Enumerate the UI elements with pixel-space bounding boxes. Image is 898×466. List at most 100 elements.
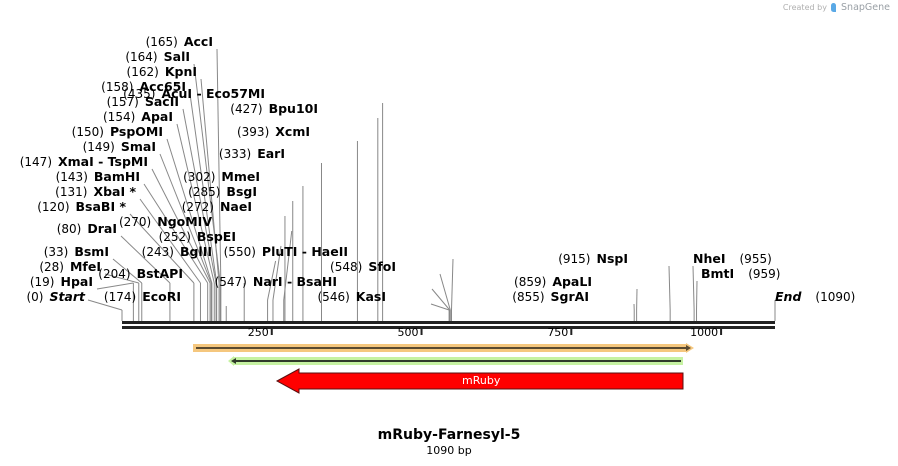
site-position: (131) [55,185,88,199]
restriction-site-label[interactable]: (547) NarI - BsaHI [215,275,337,290]
restriction-site-label[interactable]: (550) PluTI - HaeII [223,244,348,260]
mruby-feature-label: mRuby [462,374,501,387]
restriction-site-label[interactable]: (120) BsaBI * [37,199,126,215]
restriction-site-label[interactable]: (427) Bpu10I [230,102,318,117]
ruler-tick-label: 750 [547,326,569,339]
enzyme-name: PluTI - HaeII [261,244,348,259]
site-position: (302) [183,170,216,184]
site-position: (143) [55,170,88,184]
credit-brand: SnapGene [841,2,890,13]
restriction-site-label[interactable]: (143) BamHI [55,170,140,185]
enzyme-name: NspI [596,251,628,266]
restriction-site-label[interactable]: (859) ApaLI [514,274,592,290]
enzyme-name: KasI [355,289,386,304]
enzyme-name: ApaLI [552,274,592,289]
restriction-site-label[interactable]: NheI (955) [693,252,772,267]
restriction-site-label[interactable]: (393) XcmI [236,125,310,140]
site-position: (333) [218,147,252,161]
site-position: (0) [26,290,44,304]
cut-site-lines [87,48,776,321]
enzyme-name: Start [49,289,85,304]
restriction-site-label[interactable]: (147) XmaI - TspMI [19,154,148,170]
site-position: (165) [145,35,178,49]
enzyme-name: BmtI [701,266,735,281]
site-position: (80) [56,222,82,236]
orange-feature-arrow[interactable] [193,343,694,353]
site-position: (272) [181,200,214,214]
restriction-site-label[interactable]: (0) Start [26,289,85,305]
site-position: (19) [29,275,55,289]
site-position: (162) [126,65,159,79]
restriction-site-label[interactable]: (546) KasI [318,289,387,305]
site-position: (393) [236,125,270,139]
restriction-site-label[interactable]: (302) MmeI [183,169,260,185]
restriction-site-label[interactable]: (131) XbaI * [55,184,136,200]
restriction-site-label[interactable]: (243) BglII [141,244,212,260]
enzyme-name: XmaI - TspMI [58,154,148,169]
enzyme-name: DraI [87,221,117,236]
enzyme-name: BsaBI * [75,199,126,214]
restriction-site-label[interactable]: (435) AcuI - Eco57MI [123,87,265,102]
site-position: (435) [123,87,156,101]
site-position: (915) [558,252,591,266]
snapgene-logo-icon [831,3,837,12]
enzyme-name: NgoMIV [157,214,212,229]
site-position: (154) [103,110,136,124]
restriction-site-label[interactable]: (157) SacII [106,95,179,110]
site-position: (959) [748,267,781,281]
restriction-site-label[interactable]: (915) NspI [558,251,628,267]
ruler-tick-label: 500 [397,326,419,339]
site-position: (204) [98,267,131,281]
site-position: (243) [141,245,174,259]
restriction-site-label[interactable]: (162) KpnI [126,64,197,80]
site-position: (548) [330,260,363,274]
restriction-site-label[interactable]: (333) EarI [218,147,285,162]
restriction-site-label[interactable]: (149) SmaI [83,139,156,155]
site-position: (955) [739,252,772,266]
restriction-site-label[interactable]: (252) BspEI [159,230,236,245]
site-position: (33) [43,245,69,259]
site-position: (147) [19,155,53,169]
site-position: (550) [223,245,256,259]
enzyme-name: End [775,289,802,304]
restriction-site-label[interactable]: (150) PspOMI [71,124,163,140]
restriction-site-label[interactable]: (33) BsmI [43,245,109,260]
restriction-site-label[interactable]: (272) NaeI [181,199,252,215]
restriction-site-label[interactable]: (28) MfeI [39,259,101,275]
enzyme-name: HpaI [60,274,94,289]
site-position: (855) [512,290,545,304]
enzyme-name: SmaI [120,139,156,154]
enzyme-name: MmeI [221,169,260,184]
restriction-site-label[interactable]: (80) DraI [56,221,117,237]
restriction-site-label[interactable]: (548) SfoI [330,259,396,275]
restriction-site-label[interactable]: (855) SgrAI [512,290,589,305]
restriction-site-label[interactable]: (154) ApaI [103,110,173,125]
enzyme-name: BsgI [226,184,257,199]
enzyme-name: NaeI [219,199,252,214]
restriction-site-label[interactable]: (285) BsgI [188,184,257,200]
restriction-site-label[interactable]: (204) BstAPI [98,266,183,282]
site-position: (270) [118,215,152,229]
site-position: (157) [106,95,139,109]
restriction-site-label[interactable]: (158) Acc65I [101,80,186,95]
enzyme-name: KpnI [164,64,197,79]
mruby-feature-arrow[interactable] [275,368,684,394]
map-length: 1090 bp [426,444,472,457]
restriction-site-label[interactable]: (164) SalI [125,50,190,65]
green-feature-arrow[interactable] [228,356,683,366]
restriction-site-label[interactable]: BmtI (959) [701,266,781,282]
restriction-site-label[interactable]: (270) NgoMIV [118,214,212,230]
enzyme-name: BstAPI [136,266,183,281]
credit-prefix: Created by [782,3,827,12]
enzyme-name: AccI [183,34,213,49]
restriction-site-label[interactable]: (19) HpaI [29,274,94,290]
enzyme-name: SfoI [368,259,396,274]
site-position: (28) [39,260,64,274]
restriction-site-label[interactable]: (165) AccI [145,34,213,50]
enzyme-name: MfeI [69,259,101,274]
enzyme-name: XbaI * [93,184,136,199]
restriction-site-label[interactable]: (174) EcoRI [104,290,181,305]
site-position: (150) [71,125,104,139]
enzyme-name: PspOMI [109,124,163,139]
enzyme-name: BglII [179,244,212,259]
